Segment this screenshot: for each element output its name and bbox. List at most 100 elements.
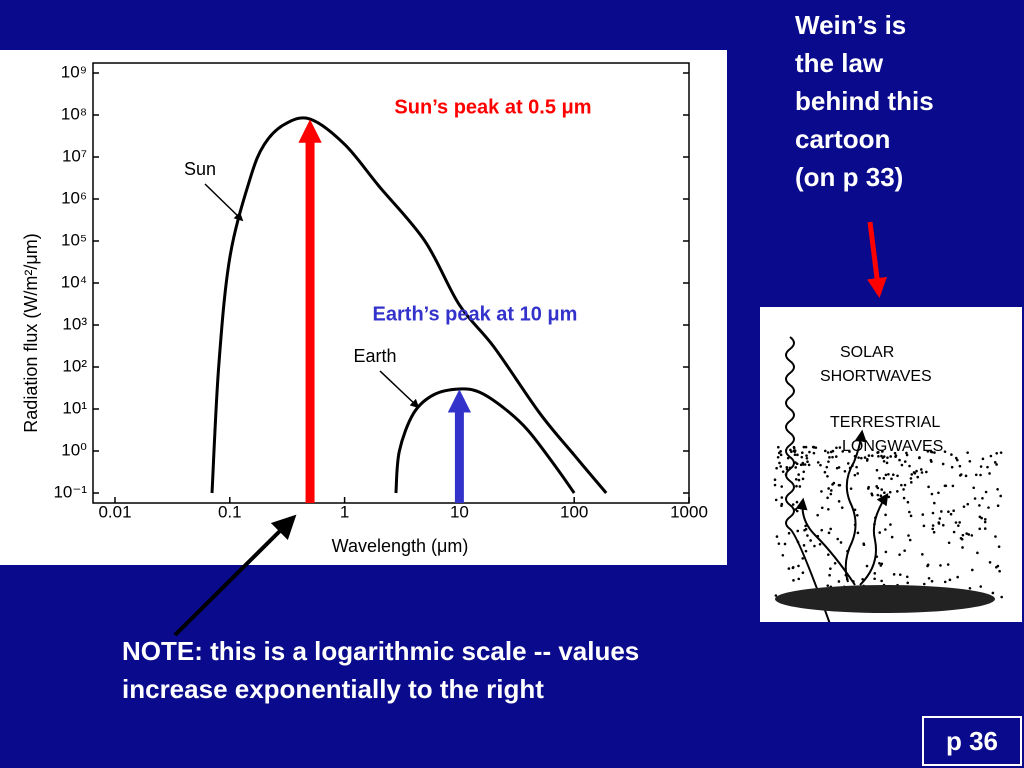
- dot: [826, 496, 829, 500]
- text-line: (on p 33): [795, 162, 904, 192]
- dot: [823, 470, 827, 474]
- dot: [932, 501, 936, 505]
- dot: [862, 542, 865, 546]
- dot: [981, 457, 985, 461]
- dot: [958, 521, 961, 524]
- dot: [823, 449, 827, 453]
- dot: [829, 527, 832, 531]
- cartoon-label: TERRESTRIAL: [830, 414, 940, 431]
- dot: [792, 579, 795, 582]
- dot: [773, 478, 777, 482]
- dot: [978, 504, 981, 507]
- dot: [995, 452, 999, 455]
- dot: [796, 453, 799, 457]
- y-tick-label: 10⁰: [61, 440, 87, 459]
- dot: [806, 460, 809, 464]
- dot: [957, 524, 960, 527]
- dot: [804, 549, 808, 553]
- y-tick-label: 10⁵: [61, 230, 87, 249]
- dot: [937, 521, 941, 524]
- dot: [999, 494, 1002, 498]
- dot: [855, 465, 858, 469]
- dot: [908, 464, 911, 468]
- dot: [919, 468, 923, 471]
- dot: [931, 511, 935, 515]
- dot: [779, 453, 783, 457]
- text-line: NOTE: this is a logarithmic scale -- val…: [122, 636, 640, 666]
- dot: [902, 488, 905, 491]
- dot: [820, 506, 824, 510]
- dot: [890, 477, 893, 481]
- dot: [958, 474, 962, 477]
- dot: [903, 483, 907, 487]
- dot: [970, 568, 974, 572]
- dot: [921, 553, 924, 556]
- dot: [993, 461, 997, 464]
- dot: [954, 521, 958, 524]
- dot: [940, 510, 943, 513]
- dot: [805, 456, 809, 460]
- y-tick-label: 10⁷: [62, 146, 87, 165]
- y-tick-label: 10³: [62, 314, 87, 333]
- dot: [888, 490, 892, 494]
- dot: [830, 489, 833, 492]
- dot: [808, 450, 811, 454]
- dot: [997, 545, 1001, 548]
- dot: [991, 591, 995, 595]
- dot: [776, 455, 780, 459]
- dot: [986, 465, 989, 469]
- dot: [910, 473, 914, 476]
- dot: [780, 496, 784, 499]
- dot: [793, 453, 797, 456]
- dot: [891, 473, 895, 477]
- dot: [816, 513, 819, 517]
- dot: [930, 450, 934, 454]
- dot: [922, 582, 926, 586]
- dot: [909, 481, 913, 484]
- dot: [837, 500, 841, 503]
- dot: [794, 466, 798, 469]
- dot: [965, 532, 968, 535]
- dot: [831, 483, 834, 486]
- y-tick-label: 10¹: [62, 398, 87, 417]
- dot: [894, 454, 898, 457]
- dot: [967, 533, 971, 536]
- dot: [826, 474, 829, 478]
- series-label-arrow: [379, 370, 420, 409]
- dot: [898, 573, 902, 576]
- dot: [801, 461, 805, 465]
- dot: [984, 490, 988, 494]
- dot: [947, 541, 951, 545]
- longwave: [844, 429, 867, 583]
- pointer-arrow: [867, 221, 887, 298]
- dot: [837, 466, 841, 469]
- y-axis-title: Radiation flux (W/m²/μm): [21, 233, 41, 432]
- dot: [802, 470, 806, 474]
- ground: [775, 585, 995, 613]
- dot: [961, 533, 965, 537]
- dot: [994, 535, 997, 538]
- dot: [916, 475, 920, 479]
- dot: [890, 535, 894, 539]
- chart: Wavelength (μm) Radiation flux (W/m²/μm)…: [0, 50, 727, 565]
- dot: [966, 502, 970, 506]
- dot: [880, 488, 884, 491]
- dot: [930, 460, 933, 463]
- dot: [996, 487, 999, 491]
- dot: [1000, 595, 1003, 599]
- dot: [979, 585, 983, 588]
- dot: [813, 544, 816, 548]
- text-line: the law: [795, 48, 884, 78]
- dot: [925, 470, 928, 474]
- dot: [920, 471, 924, 474]
- longwave: [859, 493, 889, 586]
- dot: [827, 531, 831, 535]
- dot: [792, 446, 796, 450]
- y-tick-label: 10⁹: [61, 62, 87, 81]
- dot: [807, 463, 811, 467]
- dot: [781, 553, 785, 557]
- dot: [909, 477, 913, 480]
- dot: [825, 465, 829, 469]
- dot: [946, 563, 950, 566]
